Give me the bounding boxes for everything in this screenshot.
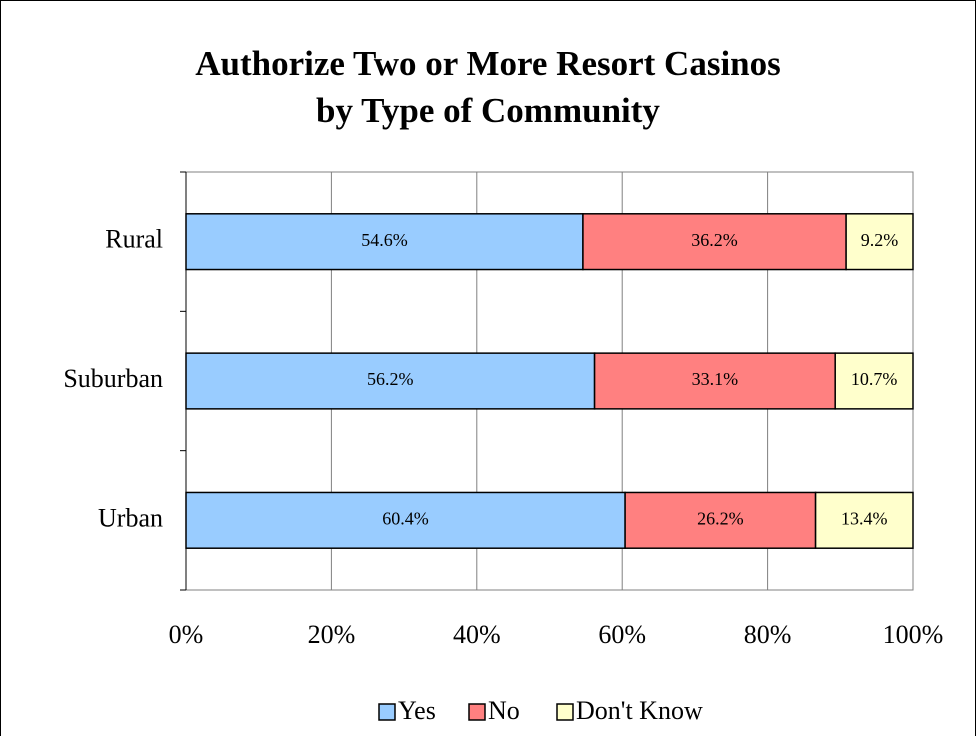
x-tick-label: 0% (169, 620, 204, 649)
x-tick-label: 100% (883, 620, 944, 649)
data-label: 36.2% (691, 230, 738, 250)
x-tick-label: 40% (453, 620, 501, 649)
bar-segment (814, 491, 914, 549)
bar-segment (834, 352, 914, 410)
chart-title: Authorize Two or More Resort Casinos by … (195, 44, 781, 130)
data-label: 54.6% (361, 230, 408, 250)
bar-segment (185, 213, 584, 271)
bar-segment (593, 352, 836, 410)
y-tick-label: Rural (105, 225, 163, 254)
legend-label: Don't Know (576, 696, 703, 725)
data-label: 56.2% (367, 369, 414, 389)
data-label: 33.1% (692, 369, 739, 389)
y-tick-label: Suburban (63, 364, 163, 393)
legend-swatch (378, 703, 396, 721)
legend-label: No (488, 696, 520, 725)
data-label: 13.4% (841, 508, 888, 528)
data-label: 10.7% (851, 369, 898, 389)
y-tick-label: Urban (98, 503, 163, 532)
legend-swatch (556, 703, 574, 721)
data-label: 26.2% (697, 508, 744, 528)
data-label: 9.2% (861, 230, 899, 250)
legend-label: Yes (398, 696, 436, 725)
bar-segment (845, 213, 914, 271)
x-tick-label: 20% (308, 620, 356, 649)
data-label: 60.4% (382, 508, 429, 528)
legend-swatch (468, 703, 486, 721)
bar-segment (582, 213, 847, 271)
x-tick-label: 60% (598, 620, 646, 649)
bar-segment (185, 491, 626, 549)
x-tick-label: 80% (744, 620, 792, 649)
